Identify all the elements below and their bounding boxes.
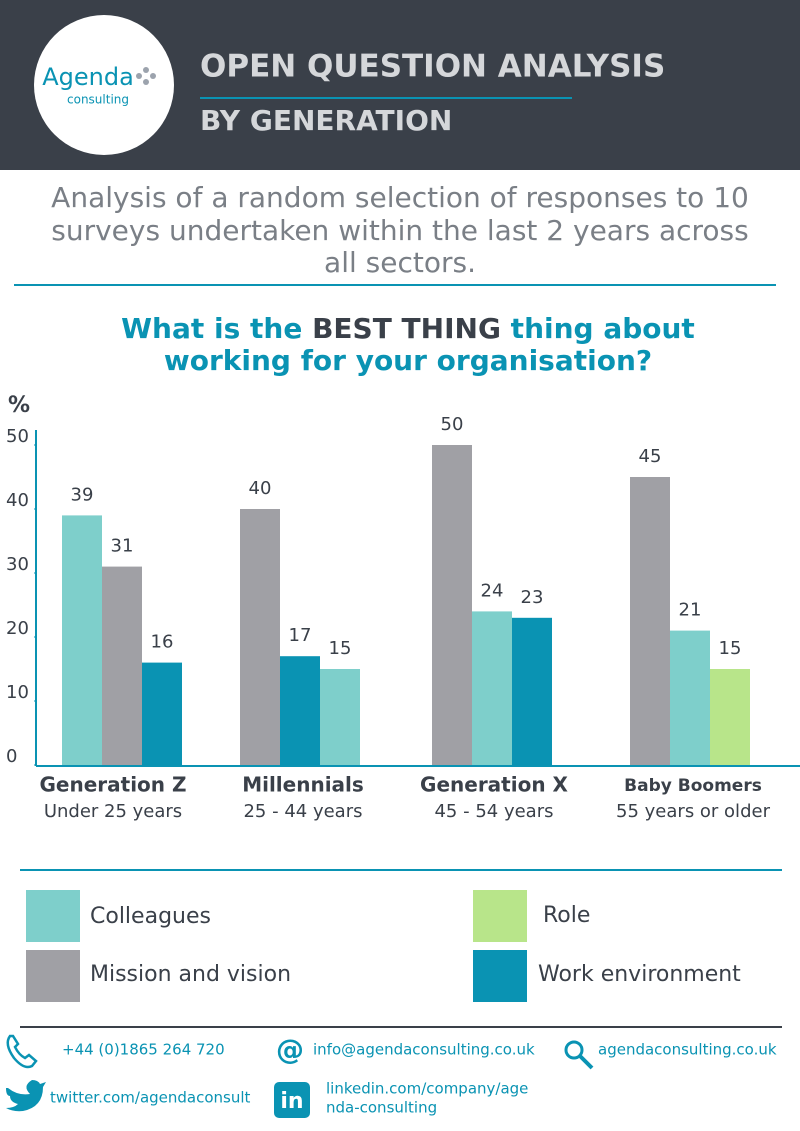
value-label: 45 — [639, 446, 662, 467]
y-tick-label: 0 — [6, 746, 17, 767]
logo-circle — [34, 15, 174, 155]
bar — [512, 617, 552, 765]
search-icon — [564, 1040, 584, 1060]
intro-line: all sectors. — [324, 246, 476, 279]
bar — [102, 566, 142, 765]
value-label: 40 — [249, 478, 272, 499]
title-part: working for your organisation? — [164, 344, 652, 377]
value-label: 24 — [481, 580, 504, 601]
chart: 0 10 20 30 40 50 Generation Z Under 25 years 39 3… — [6, 414, 771, 1002]
legend-label: Mission and vision — [90, 962, 291, 987]
value-label: 17 — [289, 625, 312, 646]
header-subtitle: BY GENERATION — [200, 104, 452, 137]
bar — [320, 669, 360, 765]
linkedin-icon — [274, 1082, 310, 1118]
value-label: 50 — [441, 414, 464, 435]
y-tick-label: 20 — [6, 618, 29, 639]
x-tick-sublabel: 55 years or older — [616, 801, 771, 822]
x-tick-sublabel: 25 - 44 years — [243, 801, 362, 822]
y-axis-label: % — [8, 393, 30, 418]
intro-line: Analysis of a random selection of respon… — [51, 181, 749, 214]
y-tick-label: 30 — [6, 554, 29, 575]
x-tick-label: Millennials — [242, 773, 364, 797]
legend-swatch — [26, 890, 80, 942]
chart-title: working for your organisation? — [164, 344, 652, 377]
phone-icon — [6, 1034, 38, 1069]
logo-name: Agenda — [42, 63, 134, 91]
email-icon: @ — [276, 1033, 304, 1066]
y-tick-label: 50 — [6, 426, 29, 447]
search-icon — [578, 1054, 594, 1070]
value-label: 21 — [679, 600, 702, 621]
linkedin-icon-text: in — [280, 1089, 303, 1114]
title-part: thing about — [501, 312, 695, 345]
bar — [62, 515, 102, 765]
legend-swatch — [473, 950, 527, 1002]
legend-label: Role — [543, 903, 590, 928]
x-tick-sublabel: 45 - 54 years — [434, 801, 553, 822]
contact-twitter: twitter.com/agendaconsult — [50, 1089, 251, 1107]
y-tick-label: 40 — [6, 490, 29, 511]
value-label: 15 — [719, 638, 742, 659]
bar — [240, 509, 280, 765]
twitter-icon — [6, 1080, 46, 1112]
chart-title: What is the BEST THING thing about — [121, 312, 695, 345]
legend-label: Colleagues — [90, 904, 211, 929]
bar — [472, 611, 512, 765]
x-tick-label: Generation X — [420, 773, 569, 797]
value-label: 16 — [151, 632, 174, 653]
contact-linkedin: linkedin.com/company/age — [326, 1080, 528, 1098]
title-emphasis: BEST THING — [312, 312, 501, 345]
bar — [670, 630, 710, 765]
bar — [432, 445, 472, 765]
contact-web: agendaconsulting.co.uk — [598, 1041, 777, 1059]
bar — [280, 656, 320, 765]
bar — [630, 477, 670, 765]
contact-linkedin: nda-consulting — [326, 1099, 437, 1117]
bar — [710, 669, 750, 765]
header-title: OPEN QUESTION ANALYSIS — [200, 49, 665, 85]
legend-swatch — [473, 890, 527, 942]
bar — [142, 662, 182, 765]
legend-label: Work environment — [538, 962, 741, 987]
x-tick-label: Generation Z — [39, 773, 186, 797]
legend-swatch — [26, 950, 80, 1002]
x-tick-label: Baby Boomers — [624, 776, 762, 796]
value-label: 15 — [329, 638, 352, 659]
contact-email: info@agendaconsulting.co.uk — [313, 1041, 535, 1059]
title-part: What is the — [121, 312, 312, 345]
y-tick-label: 10 — [6, 682, 29, 703]
x-tick-sublabel: Under 25 years — [44, 801, 182, 822]
value-label: 39 — [71, 484, 94, 505]
logo-dots — [136, 67, 156, 85]
logo-sub: consulting — [67, 93, 129, 107]
intro-line: surveys undertaken within the last 2 yea… — [51, 214, 748, 247]
contact-phone: +44 (0)1865 264 720 — [62, 1041, 225, 1059]
value-label: 23 — [521, 587, 544, 608]
value-label: 31 — [111, 536, 134, 557]
